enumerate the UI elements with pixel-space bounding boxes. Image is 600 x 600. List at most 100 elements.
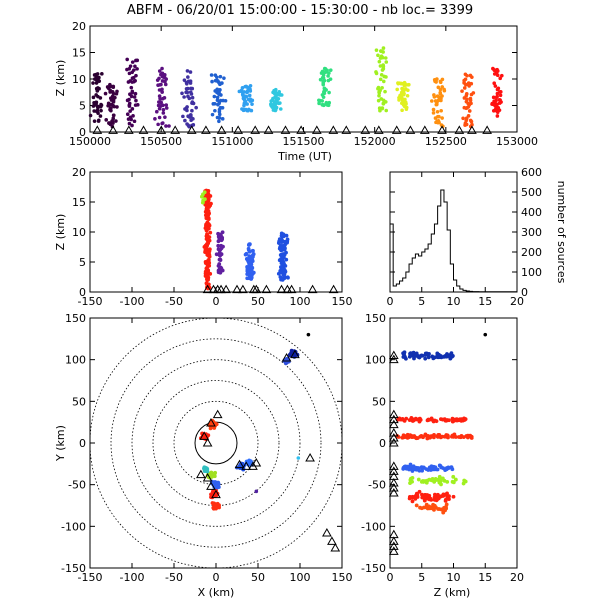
source-point (157, 94, 162, 98)
source-point (99, 102, 103, 107)
source-point (498, 76, 503, 81)
station-marker (388, 461, 399, 470)
source-point (378, 77, 383, 82)
histogram-line (390, 189, 518, 293)
source-point (246, 246, 251, 251)
source-point (497, 98, 502, 102)
source-point (411, 350, 416, 355)
p5-ytick-label: 100 (365, 354, 386, 367)
source-point (493, 84, 498, 88)
source-point (218, 257, 223, 262)
source-point (376, 86, 380, 91)
p3-xtick-label: 20 (510, 295, 524, 308)
source-point (404, 102, 408, 106)
source-point (272, 91, 277, 96)
source-point (464, 116, 469, 120)
p3-ytick-label: 600 (521, 166, 542, 179)
station-marker (388, 536, 399, 545)
source-point (463, 72, 468, 77)
source-point (435, 435, 440, 439)
source-point (416, 466, 421, 470)
source-point (496, 86, 501, 91)
source-point (467, 109, 472, 113)
station-marker (216, 125, 227, 134)
station-marker (388, 482, 399, 492)
source-point (127, 97, 131, 102)
station-marker (307, 284, 318, 294)
plan-view-panel: -150 -100 -50 0 50 100 150 -150 -100 -50 0 50 100 150 (61, 312, 352, 584)
source-point (182, 95, 186, 99)
source-point (129, 94, 134, 99)
source-point (461, 116, 465, 121)
source-point (376, 98, 381, 103)
source-point (247, 269, 251, 274)
station-marker (221, 284, 231, 294)
source-point (281, 232, 286, 237)
p3-xtick-label: 5 (418, 295, 425, 308)
source-point (205, 201, 210, 205)
source-point (440, 85, 445, 89)
source-point (296, 456, 301, 460)
source-point (412, 467, 417, 472)
source-point (125, 67, 129, 72)
source-point (423, 353, 428, 357)
source-point (322, 66, 327, 71)
source-point (92, 103, 96, 108)
station-marker (276, 284, 287, 294)
p1-xtick-label: 151500 (283, 135, 325, 148)
source-point (183, 118, 187, 123)
source-point (464, 122, 469, 127)
source-point (249, 459, 253, 464)
source-point (449, 465, 454, 470)
source-point (184, 86, 189, 91)
p2-ytick-label: 20 (72, 166, 86, 179)
station-marker (241, 461, 252, 470)
station-marker (211, 489, 221, 499)
source-point (205, 243, 210, 248)
source-point (99, 108, 103, 113)
source-point (402, 104, 407, 109)
source-point (284, 358, 289, 363)
source-point (125, 57, 129, 62)
source-point (219, 233, 223, 238)
source-point (402, 80, 407, 85)
source-point (400, 89, 405, 94)
source-point (411, 464, 416, 469)
source-point (203, 269, 208, 274)
p3-ytick-label: 100 (521, 266, 542, 279)
source-point (492, 81, 497, 85)
source-point (432, 507, 436, 512)
station-marker (206, 417, 216, 427)
source-point (410, 499, 415, 504)
source-point (450, 354, 454, 359)
station-marker (437, 125, 447, 134)
source-point (180, 91, 184, 96)
source-point (451, 474, 456, 479)
p2-frame (89, 171, 343, 293)
source-point (100, 72, 104, 76)
source-point (490, 101, 495, 106)
source-point (217, 119, 221, 124)
station-marker (388, 427, 399, 437)
source-point (130, 123, 134, 128)
source-point (134, 98, 138, 103)
source-point (320, 99, 324, 103)
source-point (399, 417, 404, 422)
source-point (249, 273, 254, 277)
source-point (413, 496, 418, 501)
source-point (438, 87, 443, 92)
source-point (130, 70, 134, 75)
source-point (208, 471, 213, 476)
source-point (191, 117, 195, 121)
source-point (379, 97, 384, 101)
source-point (326, 78, 331, 83)
source-point (199, 194, 204, 199)
station-marker (92, 125, 103, 134)
source-point (133, 91, 138, 96)
source-point (494, 106, 498, 111)
station-marker (311, 125, 322, 134)
station-marker (388, 414, 399, 424)
source-point (466, 433, 470, 438)
source-point (190, 108, 194, 113)
source-point (246, 97, 251, 102)
